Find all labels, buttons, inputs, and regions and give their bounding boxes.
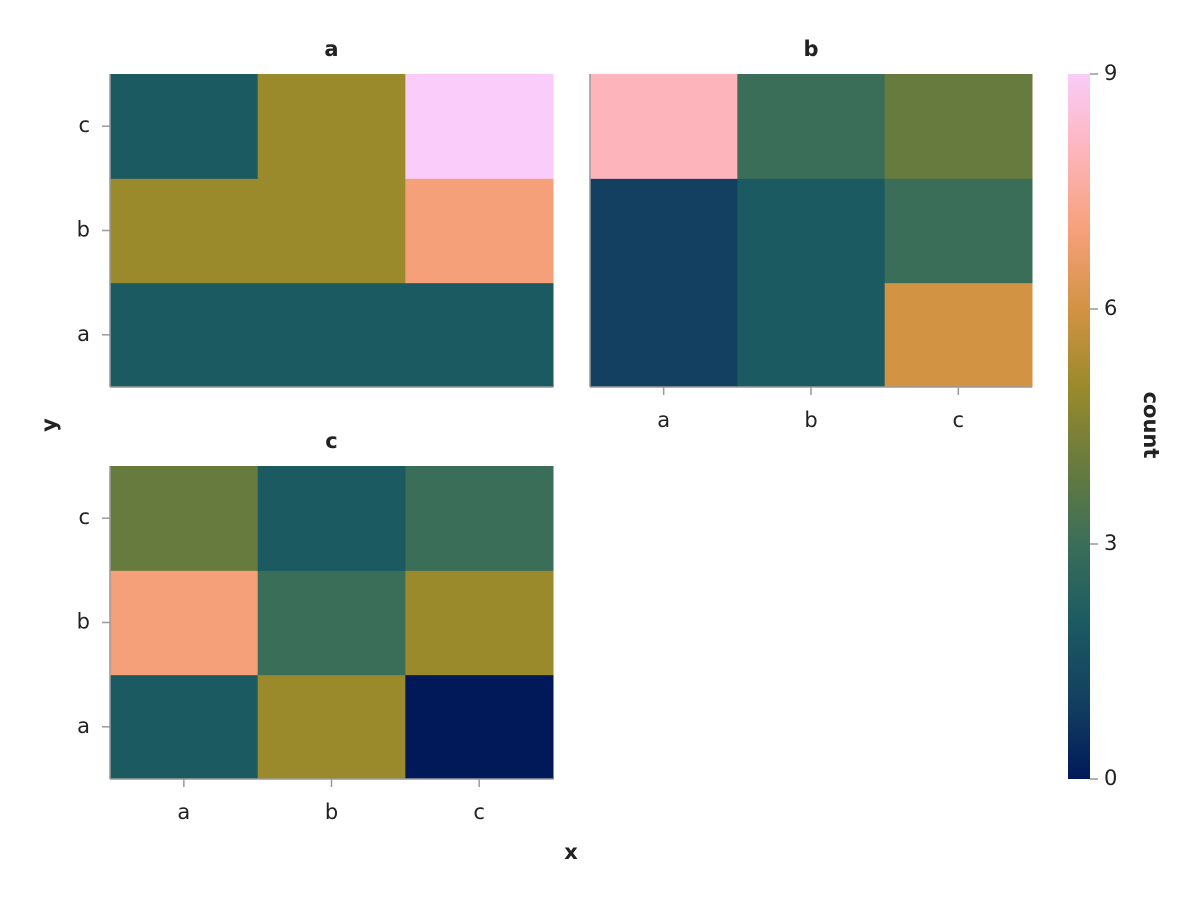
colorbar-tick-label: 9 <box>1104 61 1117 85</box>
heatmap-cell <box>737 178 886 284</box>
heatmap-cell <box>590 74 738 179</box>
heatmap-cell <box>110 74 259 179</box>
facet-title: c <box>325 429 337 453</box>
x-tick-label: b <box>804 408 817 432</box>
heatmap-cell <box>110 466 259 571</box>
heatmap-cell <box>257 74 406 179</box>
heatmap-cell <box>257 178 406 284</box>
y-tick-label: a <box>77 714 90 738</box>
heatmap-cell <box>884 282 1033 388</box>
heatmap-cell <box>737 74 886 179</box>
x-tick-label: c <box>953 408 965 432</box>
heatmap-cell <box>110 570 259 676</box>
facet-title: b <box>803 37 818 61</box>
heatmap-cell <box>257 282 406 388</box>
heatmap-cell <box>590 282 738 388</box>
heatmap-cell <box>405 570 554 676</box>
y-tick-label: b <box>77 218 90 242</box>
x-axis-label: x <box>564 840 578 864</box>
heatmap-cell <box>590 178 738 284</box>
facet-title: a <box>324 37 338 61</box>
heatmap-cell <box>737 282 886 388</box>
x-tick-label: b <box>325 800 338 824</box>
y-tick-label: b <box>77 610 90 634</box>
heatmap-cell <box>110 674 259 780</box>
y-axis-label: y <box>37 418 61 432</box>
y-tick-label: a <box>77 322 90 346</box>
heatmap-cell <box>257 674 406 780</box>
y-tick-label: c <box>78 505 90 529</box>
colorbar-tick-label: 6 <box>1104 296 1117 320</box>
colorbar-tick-label: 0 <box>1104 766 1117 790</box>
heatmap-cell <box>405 74 554 179</box>
colorbar <box>1068 74 1090 779</box>
x-tick-label: a <box>177 800 190 824</box>
heatmap-cell <box>884 178 1033 284</box>
colorbar-tick-label: 3 <box>1104 531 1117 555</box>
heatmap-cell <box>257 466 406 571</box>
x-tick-label: c <box>473 800 485 824</box>
x-tick-label: a <box>657 408 670 432</box>
heatmap-cell <box>884 74 1033 179</box>
heatmap-cell <box>405 282 554 388</box>
y-tick-label: c <box>78 113 90 137</box>
heatmap-cell <box>405 178 554 284</box>
heatmap-cell <box>110 178 259 284</box>
heatmap-cell <box>405 466 554 571</box>
heatmap-cell <box>110 282 259 388</box>
heatmap-cell <box>257 570 406 676</box>
heatmap-cell <box>405 674 554 780</box>
colorbar-label: count <box>1139 392 1163 459</box>
